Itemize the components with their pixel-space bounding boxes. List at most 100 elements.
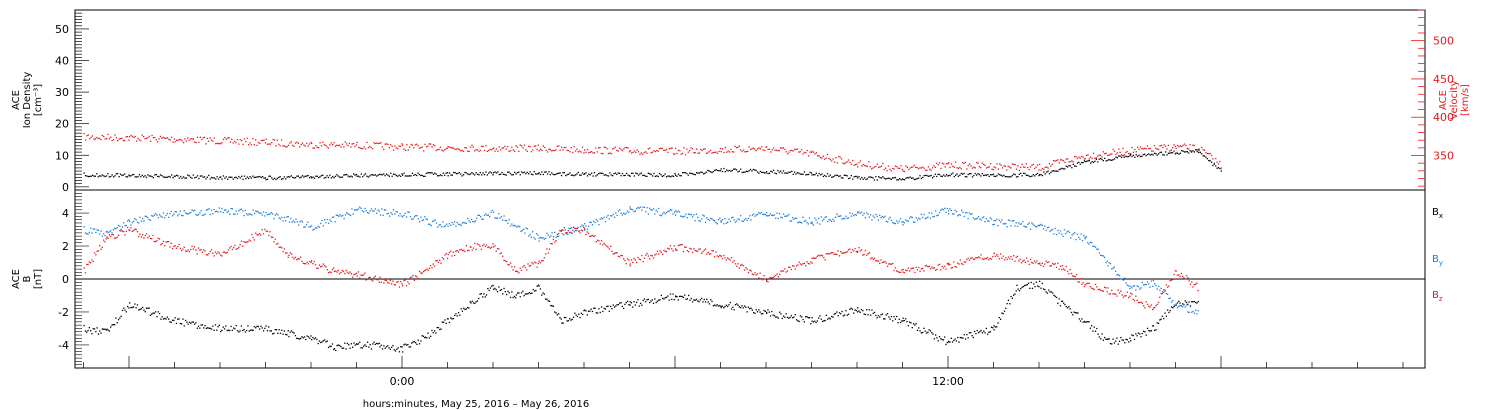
density-series-point <box>519 174 521 176</box>
density-series-point <box>421 174 423 177</box>
velocity-series-point <box>1153 145 1156 147</box>
by-series-point <box>676 211 678 213</box>
bz-series-point <box>460 248 462 251</box>
bx-series-point <box>465 308 467 310</box>
density-series-point <box>809 171 811 173</box>
bz-series-point <box>1104 286 1106 288</box>
velocity-series-point <box>1173 144 1175 146</box>
bx-series-point <box>1161 315 1164 317</box>
velocity-series-point <box>605 146 607 149</box>
density-series-point <box>1006 175 1008 178</box>
density-series-point <box>782 170 785 172</box>
bz-series-point <box>580 229 582 231</box>
bx-series-point <box>418 343 421 345</box>
velocity-series-point <box>333 142 335 144</box>
bz-series-point <box>842 252 844 254</box>
bz-series-point <box>447 253 449 256</box>
by-series-point <box>801 222 803 224</box>
density-series-point <box>143 176 145 178</box>
by-series-point <box>1183 303 1185 306</box>
bz-series-point <box>766 279 768 281</box>
bx-series-point <box>676 296 678 298</box>
velocity-series-point <box>1126 150 1128 153</box>
velocity-series-point <box>661 147 663 150</box>
bz-series-point <box>863 253 865 256</box>
density-series-point <box>636 173 638 175</box>
bx-series-point <box>1041 282 1043 284</box>
by-series-point <box>166 212 168 215</box>
bz-series-point <box>892 262 894 265</box>
bx-series-point <box>461 310 464 312</box>
by-series-point <box>681 215 683 218</box>
velocity-series-point <box>1149 147 1151 150</box>
bx-series-point <box>667 295 669 297</box>
by-series-point <box>740 215 742 217</box>
by-series-point <box>1155 284 1157 287</box>
density-series-point <box>86 175 88 177</box>
bx-series-point <box>519 296 521 298</box>
velocity-series-point <box>285 146 287 148</box>
density-series-point <box>410 175 412 177</box>
velocity-series-point <box>428 143 430 145</box>
density-series-point <box>565 174 567 177</box>
density-series-point <box>777 169 779 172</box>
by-series-point <box>468 220 470 222</box>
by-series-point <box>903 222 906 224</box>
density-series-point <box>583 173 585 176</box>
velocity-series-point <box>199 136 201 138</box>
bx-series-point <box>307 336 310 338</box>
velocity-series-point <box>552 149 554 152</box>
bx-series-point <box>249 329 252 331</box>
velocity-series-point <box>1166 148 1168 150</box>
density-series-point <box>175 174 178 176</box>
bx-series-point <box>805 316 807 318</box>
velocity-series-point <box>762 149 764 151</box>
velocity-series-point <box>586 148 589 151</box>
velocity-series-point <box>209 137 211 139</box>
bx-series-point <box>542 292 544 294</box>
bx-series-point <box>833 313 835 315</box>
velocity-series-point <box>1057 159 1059 161</box>
bx-series-point <box>378 342 380 344</box>
velocity-series-point <box>387 143 389 146</box>
density-series-point <box>508 171 510 173</box>
bz-series-point <box>1040 264 1042 266</box>
velocity-series-point <box>413 147 415 149</box>
density-series-point <box>512 174 514 176</box>
bx-series-point <box>988 331 990 333</box>
bx-series-point <box>1126 339 1128 341</box>
density-series-point <box>833 175 836 177</box>
bx-series-point <box>864 313 867 316</box>
by-series-point <box>385 209 387 211</box>
bz-series-point <box>1079 278 1082 280</box>
by-series-point <box>360 207 362 209</box>
velocity-series-point <box>1079 157 1081 159</box>
velocity-series-point <box>125 136 127 138</box>
bx-series-point <box>455 313 457 315</box>
velocity-series-point <box>272 138 274 141</box>
bz-series-point <box>427 269 429 271</box>
x-tick-label: 0:00 <box>390 375 415 388</box>
density-series-point <box>1112 159 1114 161</box>
bx-series-point <box>396 348 398 350</box>
bx-series-point <box>1001 312 1003 314</box>
bx-series-point <box>178 318 180 320</box>
by-series-point <box>736 220 738 222</box>
by-series-point <box>565 233 568 235</box>
velocity-series-point <box>245 141 247 143</box>
by-series-point <box>1195 309 1197 311</box>
velocity-series-point <box>949 166 951 168</box>
velocity-series-point <box>108 138 110 140</box>
by-series-point <box>363 211 365 213</box>
velocity-series-point <box>936 162 938 164</box>
velocity-series-point <box>300 143 302 146</box>
bz-series-point <box>755 274 757 276</box>
by-series-point <box>151 215 153 217</box>
bz-series-point <box>620 254 622 256</box>
bz-series-point <box>1013 255 1015 257</box>
bx-series-point <box>1000 318 1002 320</box>
density-series-point <box>125 176 127 178</box>
by-series-point <box>625 212 627 214</box>
by-series-point <box>788 214 790 216</box>
bz-series-point <box>285 252 287 254</box>
